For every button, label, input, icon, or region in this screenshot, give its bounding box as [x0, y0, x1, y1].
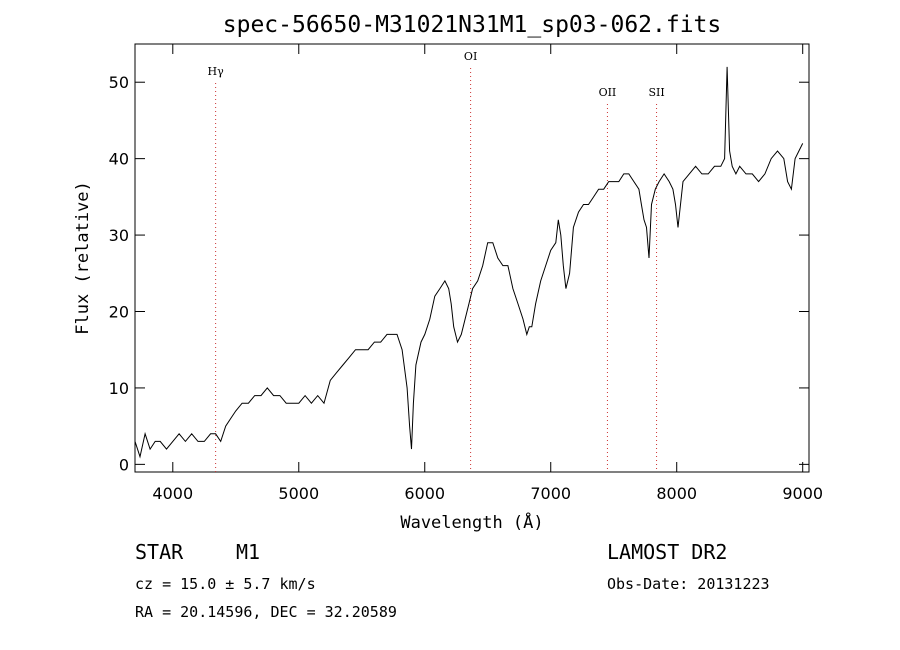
object-class: STAR: [135, 540, 184, 564]
y-tick-label: 50: [109, 73, 129, 92]
x-tick-label: 4000: [152, 484, 193, 503]
redshift-text: cz = 15.0 ± 5.7 km/s: [135, 575, 316, 593]
object-subclass: M1: [236, 540, 261, 564]
x-tick-label: 8000: [656, 484, 697, 503]
marker-label: OII: [599, 86, 617, 99]
y-tick-label: 40: [109, 150, 129, 169]
x-tick-label: 9000: [782, 484, 823, 503]
x-tick-label: 7000: [530, 484, 571, 503]
x-tick-label: 6000: [404, 484, 445, 503]
y-tick-label: 10: [109, 379, 129, 398]
marker-label: OI: [464, 50, 477, 63]
y-tick-label: 0: [119, 455, 129, 474]
coordinates-text: RA = 20.14596, DEC = 32.20589: [135, 603, 397, 621]
x-axis-label: Wavelength (Å): [400, 511, 543, 533]
line-markers: Hγ OI OII SII: [208, 50, 665, 472]
obs-date-text: Obs-Date: 20131223: [607, 575, 770, 593]
spectrum-line: [134, 66, 804, 459]
marker-label: SII: [648, 86, 664, 99]
survey-name: LAMOST DR2: [607, 540, 728, 564]
x-tick-label: 5000: [278, 484, 319, 503]
marker-label: Hγ: [208, 65, 225, 78]
y-axis-label: Flux (relative): [73, 181, 93, 335]
y-tick-label: 30: [109, 226, 129, 245]
chart-title: spec-56650-M31021N31M1_sp03-062.fits: [223, 12, 722, 38]
plot-frame: [134, 43, 810, 473]
axis-ticks: 4000 5000 6000 7000 8000 9000 0 10 20 30 40 50: [109, 44, 823, 503]
y-tick-label: 20: [109, 303, 129, 322]
